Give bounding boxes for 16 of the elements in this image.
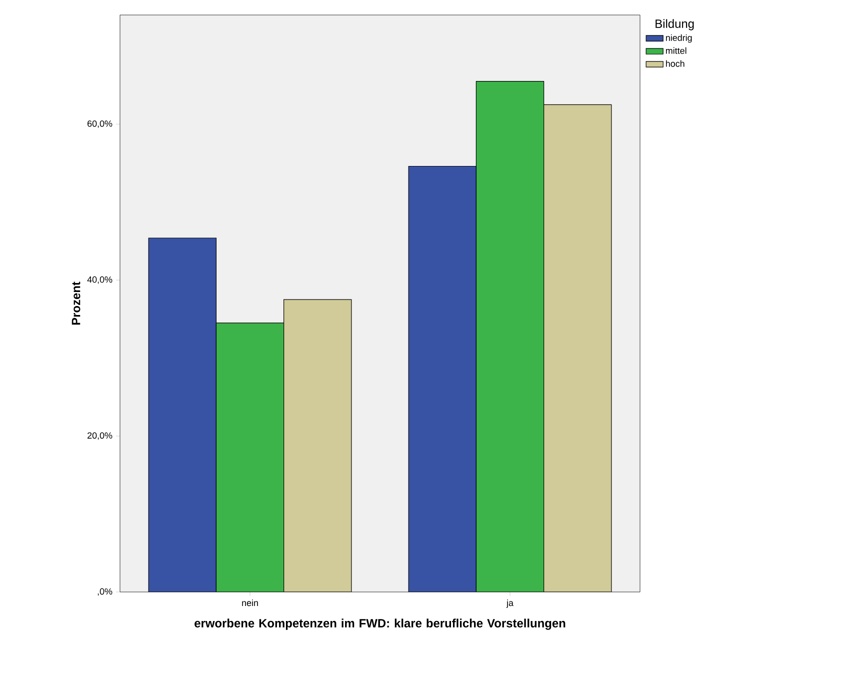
legend-label: niedrig (666, 34, 692, 43)
bar (408, 166, 477, 592)
x-tick-label: nein (242, 599, 258, 606)
bar (476, 80, 544, 592)
bar (148, 238, 217, 592)
legend-title: Bildung (656, 19, 694, 30)
y-tick-label: 40,0% (87, 276, 112, 284)
y-tick-label: 20,0% (88, 432, 112, 440)
y-tick-label: 60,0% (88, 120, 112, 128)
y-axis-title: Prozent (72, 282, 80, 325)
legend-label: mittel (666, 47, 686, 54)
y-tick-label: ,0% (98, 588, 112, 596)
x-tick-label: ja (506, 599, 514, 608)
legend-label: hoch (666, 60, 684, 67)
x-axis-title: erworbene Kompetenzen im FWD: klare berufliche Vorstellungen (194, 618, 566, 630)
bar (216, 322, 284, 592)
